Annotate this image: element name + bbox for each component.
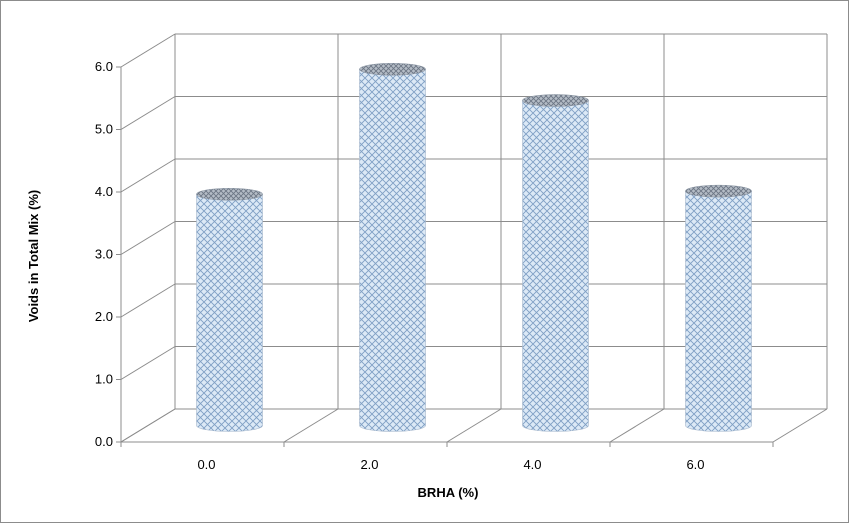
y-tick-label: 3.0	[95, 247, 113, 262]
floor-divider	[772, 408, 828, 443]
tick-labels: 0.0 1.0 2.0 3.0 4.0 5.0 6.0 0.0 2.0 4.0 6.0	[95, 59, 705, 472]
gridline-side	[120, 346, 176, 380]
bar-top	[522, 94, 589, 107]
y-axis-title: Voids in Total Mix (%)	[26, 190, 41, 322]
x-tick-label: 0.0	[197, 457, 215, 472]
bar-cylinder	[522, 94, 589, 432]
x-tick-label: 6.0	[686, 457, 704, 472]
floor-divider	[609, 408, 665, 443]
x-tick-label: 2.0	[360, 457, 378, 472]
x-tick-label: 4.0	[523, 457, 541, 472]
y-tick-label: 2.0	[95, 309, 113, 324]
bar-top	[196, 187, 263, 201]
axes	[116, 66, 774, 447]
bar-body	[522, 100, 589, 432]
gridline-side	[120, 33, 176, 68]
bar-cylinder	[685, 184, 752, 432]
bar-body	[196, 193, 263, 432]
bar-top	[359, 62, 426, 76]
y-tick-label: 5.0	[95, 122, 113, 137]
x-axis-title: BRHA (%)	[418, 485, 479, 500]
floor-divider	[446, 408, 502, 443]
gridlines	[120, 33, 828, 443]
gridline-side	[120, 221, 176, 255]
bar-cylinder	[359, 62, 426, 432]
gridline-side	[120, 283, 176, 318]
bar-cylinder	[196, 187, 263, 432]
y-tick-label: 4.0	[95, 184, 113, 199]
y-tick-label: 1.0	[95, 372, 113, 387]
gridline-side	[120, 96, 176, 130]
bar-top	[685, 184, 752, 198]
floor-divider	[283, 408, 339, 443]
bars	[196, 62, 752, 432]
y-tick-label: 0.0	[95, 434, 113, 449]
bar-body	[359, 68, 426, 432]
gridline-side	[120, 158, 176, 193]
y-tick-label: 6.0	[95, 59, 113, 74]
bar-body	[685, 190, 752, 432]
floor-divider	[120, 408, 176, 443]
